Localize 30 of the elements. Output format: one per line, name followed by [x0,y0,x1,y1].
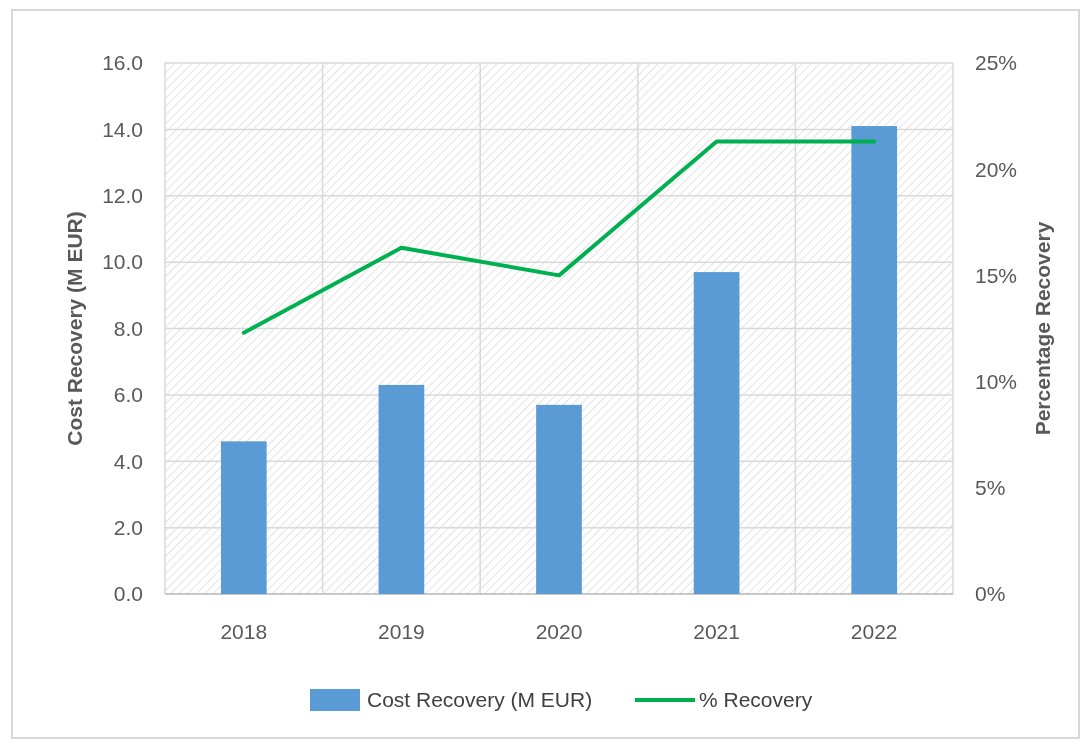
y-tick-label: 4.0 [113,449,143,473]
y-tick-label: 6.0 [113,383,143,407]
x-tick-label: 2018 [220,620,268,643]
bar [536,404,582,594]
y2-tick-label: 20% [975,157,1018,181]
x-tick-label: 2021 [693,620,740,643]
y-tick-label: 8.0 [113,316,143,340]
y2-tick-label: 5% [975,476,1006,500]
y-tick-label: 16.0 [102,51,143,75]
y-tick-label: 0.0 [113,582,143,606]
y-tick-label: 14.0 [102,117,143,141]
x-tick-label: 2019 [378,620,425,643]
y2-axis-title: Percentage Recovery [1031,221,1054,436]
legend-label: % Recovery [699,688,813,711]
bar [378,384,425,594]
y-axis-title: Cost Recovery (M EUR) [63,211,86,446]
x-tick-label: 2022 [850,620,898,643]
y2-tick-label: 10% [975,369,1018,393]
y2-tick-label: 15% [975,263,1018,287]
y2-tick-label: 25% [975,51,1018,75]
legend-label: Cost Recovery (M EUR) [367,688,593,711]
y-tick-label: 10.0 [102,250,143,274]
bar [851,126,898,594]
y-tick-label: 12.0 [102,184,143,208]
bar [693,272,740,594]
bar [220,441,267,594]
line-series [241,139,877,335]
x-tick-label: 2020 [535,620,583,643]
y-tick-label: 2.0 [113,515,143,539]
y2-tick-label: 0% [975,582,1006,606]
